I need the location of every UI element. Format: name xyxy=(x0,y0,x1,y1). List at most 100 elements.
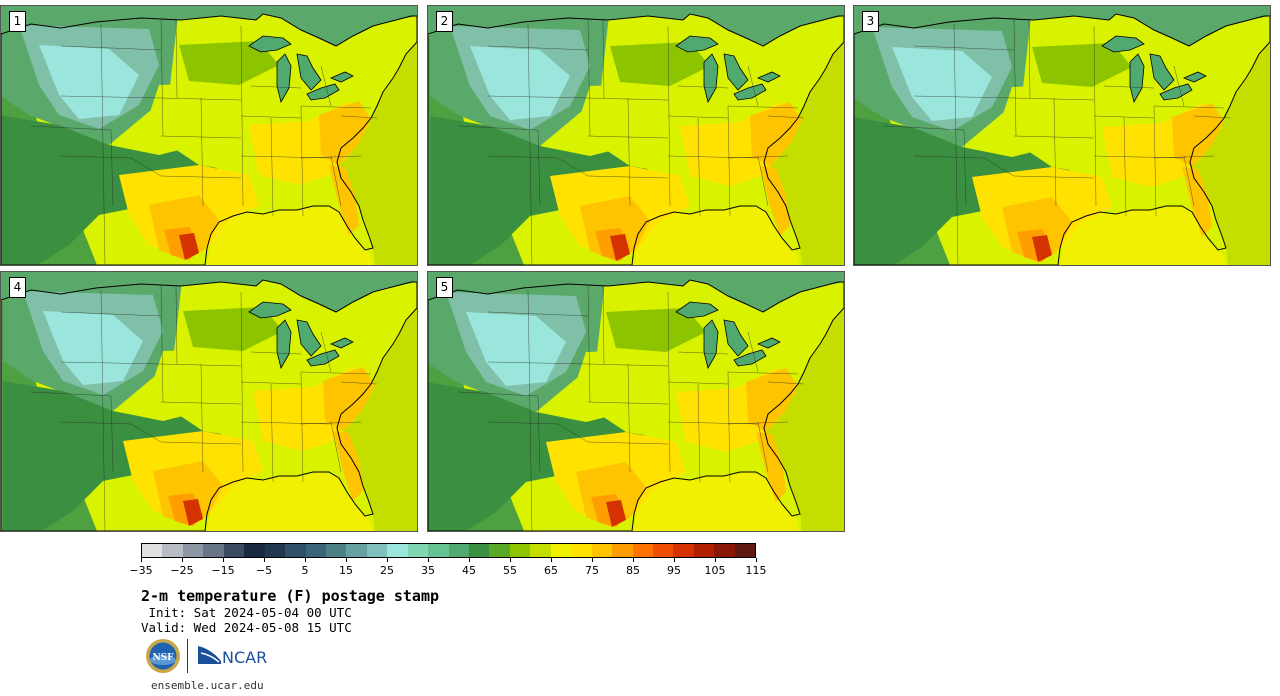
temperature-band xyxy=(606,308,706,352)
state-border xyxy=(487,45,589,51)
great-lake xyxy=(675,301,719,319)
colorbar-tick-label: −35 xyxy=(129,564,153,577)
state-border xyxy=(487,361,589,365)
temperature-band xyxy=(576,462,646,527)
ncar-logo: NCAR xyxy=(198,646,267,667)
great-lake xyxy=(733,83,767,101)
great-lake xyxy=(723,319,749,357)
state-border xyxy=(60,311,162,317)
nsf-logo-text: NSF xyxy=(152,653,174,663)
colorbar-tick-label: 65 xyxy=(544,564,558,577)
temperature-band xyxy=(1032,235,1052,262)
great-lake xyxy=(1129,53,1145,104)
great-lake xyxy=(276,319,292,370)
state-border xyxy=(330,421,342,473)
great-lake xyxy=(1182,71,1207,83)
temperature-band xyxy=(179,41,279,85)
temperature-band xyxy=(428,382,646,531)
state-border xyxy=(587,285,591,403)
great-lake xyxy=(703,319,719,370)
state-border xyxy=(250,351,302,355)
temperature-band xyxy=(1032,43,1132,87)
colorbar-swatch xyxy=(652,544,674,557)
state-border xyxy=(110,395,114,473)
great-lake xyxy=(306,83,340,101)
temperature-band xyxy=(606,500,626,527)
state-border xyxy=(537,129,541,207)
colorbar-tick-label: 105 xyxy=(704,564,726,577)
init-time: Init: Sat 2024-05-04 00 UTC xyxy=(141,605,352,620)
colorbar-tick-label: 25 xyxy=(380,564,394,577)
colorbar-tick xyxy=(551,558,552,562)
state-border xyxy=(330,155,342,207)
temperature-map xyxy=(428,6,844,265)
state-border xyxy=(130,423,162,443)
state-border xyxy=(537,395,541,473)
atlantic-ocean xyxy=(337,308,417,531)
colorbar-swatch xyxy=(142,544,163,557)
temperature-band xyxy=(610,42,710,86)
ncar-logo-text: NCAR xyxy=(222,648,267,667)
state-border xyxy=(767,381,805,385)
colorbar-swatch xyxy=(203,544,224,557)
great-lake xyxy=(296,53,322,91)
state-border xyxy=(340,115,378,119)
state-border xyxy=(487,311,589,317)
colorbar-tick xyxy=(305,558,306,562)
temperature-band xyxy=(43,311,143,385)
state-border xyxy=(1153,105,1157,217)
state-border xyxy=(1028,19,1031,99)
temperature-band xyxy=(1172,103,1224,167)
great-lake xyxy=(306,349,340,367)
colorbar-tick xyxy=(469,558,470,562)
coastline xyxy=(854,13,1270,265)
state-border xyxy=(1013,175,1095,179)
state-border xyxy=(983,157,1015,177)
state-border xyxy=(527,23,533,265)
map-panel-2: 2 xyxy=(427,5,845,266)
great-lake xyxy=(296,319,322,357)
colorbar-swatch xyxy=(734,544,756,557)
temperature-field xyxy=(1,6,371,264)
colorbar-tick-label: 85 xyxy=(626,564,640,577)
state-border xyxy=(160,135,242,139)
state-border xyxy=(913,95,1015,99)
great-lake xyxy=(248,301,292,319)
website-url[interactable]: ensemble.ucar.edu xyxy=(151,679,264,692)
state-border xyxy=(300,371,304,483)
coastline xyxy=(1,279,417,531)
valid-time: Valid: Wed 2024-05-08 15 UTC xyxy=(141,620,352,635)
map-panel-1: 1 xyxy=(0,5,418,266)
temperature-band xyxy=(1002,197,1072,262)
state-border xyxy=(602,19,605,99)
state-border xyxy=(697,117,701,217)
state-border xyxy=(270,383,274,483)
colorbar-tick-label: 75 xyxy=(585,564,599,577)
colorbar-swatch xyxy=(182,544,204,557)
temperature-band xyxy=(183,499,203,526)
temperature-field xyxy=(428,272,798,531)
temperature-band xyxy=(854,117,1072,265)
temperature-band xyxy=(153,461,223,526)
state-border xyxy=(697,383,701,483)
state-border xyxy=(175,285,178,365)
temperature-band xyxy=(610,234,630,261)
great-lake xyxy=(1159,83,1193,101)
logo-divider xyxy=(187,639,188,673)
great-lake xyxy=(723,53,749,91)
state-border xyxy=(727,105,731,217)
colorbar-tick xyxy=(633,558,634,562)
temperature-band xyxy=(430,116,650,265)
state-border xyxy=(320,331,332,373)
temperature-band xyxy=(580,196,650,261)
state-border xyxy=(300,105,304,217)
colorbar-swatch xyxy=(285,544,306,557)
state-border xyxy=(60,421,132,425)
state-border xyxy=(300,421,362,425)
great-lake xyxy=(248,35,292,53)
temperature-band xyxy=(183,307,283,351)
colorbar-swatch xyxy=(489,544,510,557)
state-border xyxy=(340,381,378,385)
temperature-band xyxy=(333,431,363,501)
colorbar-tick-label: 35 xyxy=(421,564,435,577)
